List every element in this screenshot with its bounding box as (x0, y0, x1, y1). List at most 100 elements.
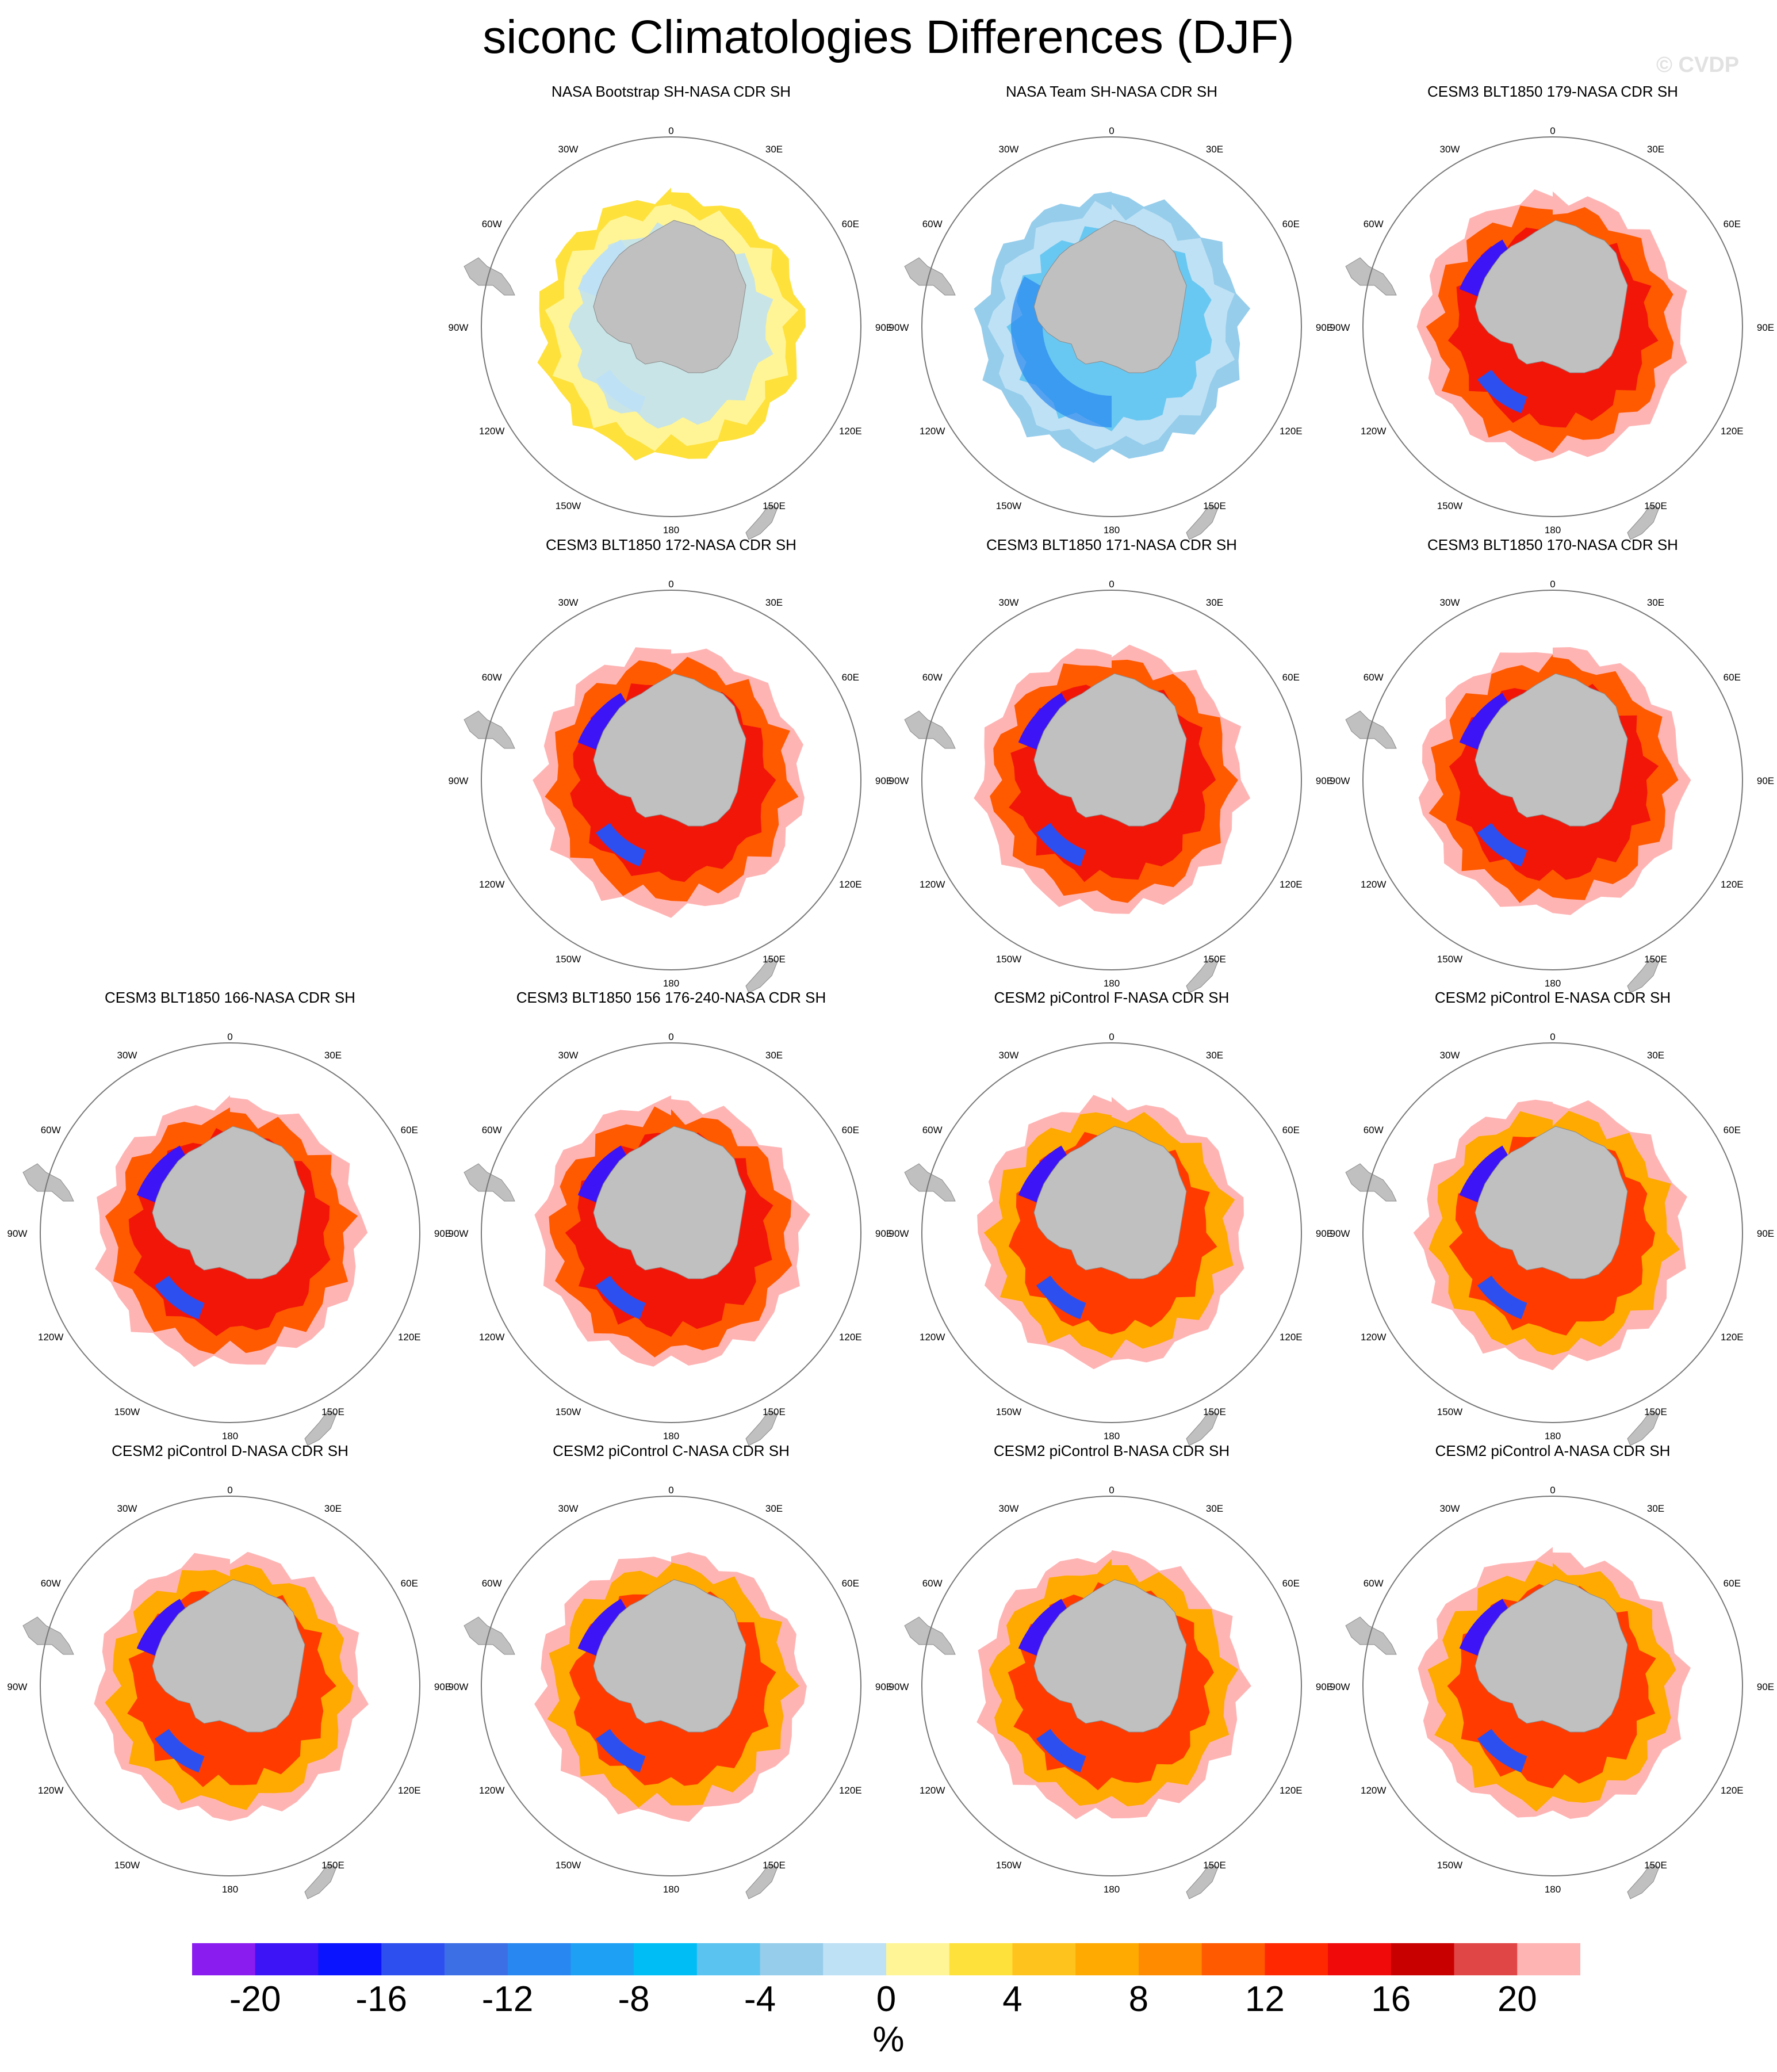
longitude-label: 60W (482, 672, 502, 683)
colorbar-swatch (1517, 1943, 1580, 1975)
longitude-label: 120E (398, 1785, 421, 1796)
colorbar-tick-label: -4 (744, 1979, 776, 2019)
longitude-label: 60W (922, 1578, 943, 1589)
new-zealand-land (1186, 504, 1219, 540)
longitude-label: 150E (763, 1860, 786, 1871)
longitude-label: 120W (920, 1332, 945, 1343)
colorbar-swatch (1012, 1943, 1076, 1975)
map-panel: 0 30E 60E 90E 120E 150E 180 150W 120W 90W 60W 30W CE… (6, 1442, 454, 1910)
antarctica-land (593, 220, 746, 373)
longitude-label: 60W (1364, 672, 1384, 683)
south-america-land (22, 1616, 74, 1655)
new-zealand-land (304, 1410, 337, 1446)
map-panel: 0 30E 60E 90E 120E 150E 180 150W 120W 90W 60W 30W CE… (887, 1442, 1336, 1910)
map-boundary (481, 1496, 861, 1876)
south-america-land (22, 1163, 74, 1202)
longitude-label: 60W (41, 1125, 61, 1136)
longitude-label: 180 (663, 978, 679, 989)
watermark: © CVDP (1656, 53, 1740, 77)
longitude-label: 120W (1361, 1332, 1386, 1343)
map-panel: 0 30E 60E 90E 120E 150E 180 150W 120W 90W 60W 30W CE… (447, 536, 895, 1004)
south-america-land (464, 710, 515, 749)
polar-map: 0 30E 60E 90E 120E 150E 180 150W 120W 90W 60W 30W (449, 125, 893, 540)
longitude-label: 90W (1330, 1681, 1350, 1692)
longitude-label: 0 (668, 125, 673, 136)
colorbar-swatch (570, 1943, 634, 1975)
colorbar-tick-label: 0 (876, 1979, 897, 2019)
longitude-label: 120W (920, 1785, 945, 1796)
longitude-label: 30E (1647, 1503, 1664, 1514)
longitude-label: 150E (321, 1406, 344, 1417)
longitude-label: 0 (1109, 1485, 1114, 1496)
page-title: siconc Climatologies Differences (DJF) (482, 11, 1295, 63)
longitude-label: 150W (1437, 1406, 1462, 1417)
south-america-land (464, 257, 515, 296)
longitude-label: 180 (1545, 978, 1561, 989)
longitude-label: 150E (763, 500, 786, 511)
new-zealand-land (304, 1864, 337, 1899)
longitude-label: 90E (434, 1681, 451, 1692)
longitude-label: 30W (999, 144, 1019, 155)
polar-map: 0 30E 60E 90E 120E 150E 180 150W 120W 90W 60W 30W (7, 1485, 451, 1899)
map-boundary (921, 1496, 1302, 1876)
longitude-label: 30W (558, 597, 579, 608)
antarctica-land (593, 673, 746, 827)
colorbar-tick-label: -16 (355, 1979, 407, 2019)
colorbar-swatch (634, 1943, 698, 1975)
longitude-label: 120W (1361, 879, 1386, 890)
colorbar-swatch (1138, 1943, 1202, 1975)
panel-title: CESM3 BLT1850 156 176-240-NASA CDR SH (516, 989, 826, 1006)
longitude-label: 180 (663, 1431, 679, 1442)
longitude-label: 90W (449, 1681, 469, 1692)
ross-anomaly (1036, 1729, 1086, 1773)
longitude-label: 180 (663, 525, 679, 536)
longitude-label: 90W (449, 322, 469, 333)
polar-map: 0 30E 60E 90E 120E 150E 180 150W 120W 90W 60W 30W (889, 125, 1333, 540)
colorbar-swatch (255, 1943, 319, 1975)
map-panel: 0 30E 60E 90E 120E 150E 180 150W 120W 90W 60W 30W CE… (447, 1442, 895, 1910)
longitude-label: 90W (449, 775, 469, 786)
longitude-label: 120E (1721, 1785, 1744, 1796)
ross-anomaly (595, 1275, 646, 1320)
map-boundary (921, 590, 1302, 970)
antarctica-land (1475, 1126, 1628, 1279)
longitude-label: 180 (1545, 1431, 1561, 1442)
colorbar-swatch (1328, 1943, 1392, 1975)
antarctica-land (593, 1579, 746, 1733)
panel-title: CESM2 piControl E-NASA CDR SH (1434, 989, 1671, 1006)
antarctica-land (1033, 220, 1187, 373)
longitude-label: 120E (1721, 1332, 1744, 1343)
panel-title: CESM3 BLT1850 170-NASA CDR SH (1427, 536, 1678, 553)
longitude-label: 30W (1440, 144, 1460, 155)
longitude-label: 150E (1203, 1406, 1226, 1417)
longitude-label: 150W (556, 500, 581, 511)
colorbar-tick-label: -8 (618, 1979, 650, 2019)
ross-anomaly (154, 1729, 205, 1773)
map-panel: 0 30E 60E 90E 120E 150E 180 150W 120W 90W 60W 30W CE… (887, 536, 1336, 1004)
longitude-label: 120E (398, 1332, 421, 1343)
longitude-label: 180 (663, 1884, 679, 1895)
longitude-label: 120E (839, 1332, 862, 1343)
longitude-label: 150W (114, 1860, 140, 1871)
colorbar-swatch (696, 1943, 761, 1975)
new-zealand-land (1627, 504, 1660, 540)
longitude-label: 60W (482, 219, 502, 230)
longitude-label: 120W (38, 1785, 63, 1796)
longitude-label: 90W (889, 1681, 909, 1692)
map-boundary (1362, 1496, 1743, 1876)
longitude-label: 60E (842, 1125, 859, 1136)
longitude-label: 150W (556, 954, 581, 965)
longitude-label: 0 (1550, 1031, 1555, 1042)
longitude-label: 150E (763, 1406, 786, 1417)
map-panel: 0 30E 60E 90E 120E 150E 180 150W 120W 90W 60W 30W CE… (1328, 83, 1777, 551)
longitude-label: 180 (1545, 525, 1561, 536)
longitude-label: 60W (922, 1125, 943, 1136)
colorbar-swatch (192, 1943, 256, 1975)
map-boundary (1362, 1042, 1743, 1423)
longitude-label: 150W (114, 1406, 140, 1417)
longitude-label: 0 (668, 1485, 673, 1496)
longitude-label: 60E (842, 219, 859, 230)
longitude-label: 90E (1757, 322, 1774, 333)
longitude-label: 30E (1647, 144, 1664, 155)
longitude-label: 0 (668, 1031, 673, 1042)
